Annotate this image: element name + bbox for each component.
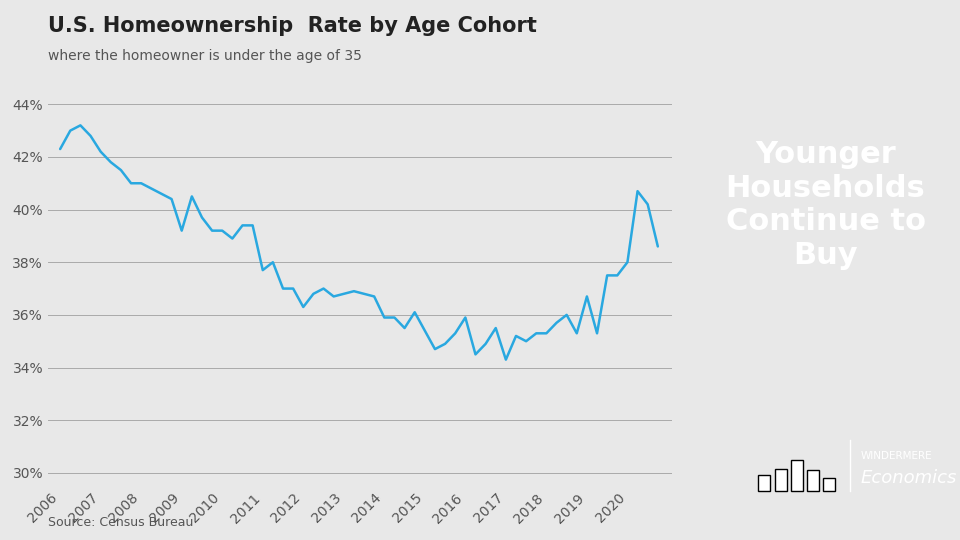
Text: U.S. Homeownership  Rate by Age Cohort: U.S. Homeownership Rate by Age Cohort (48, 16, 537, 36)
Text: WINDERMERE: WINDERMERE (860, 451, 932, 461)
FancyBboxPatch shape (758, 475, 771, 491)
FancyBboxPatch shape (775, 469, 786, 491)
Text: Source: Census Bureau: Source: Census Bureau (48, 516, 193, 529)
Text: Economics: Economics (860, 469, 957, 487)
FancyBboxPatch shape (823, 478, 835, 491)
FancyBboxPatch shape (791, 460, 803, 491)
Text: Younger
Households
Continue to
Buy: Younger Households Continue to Buy (726, 140, 925, 270)
Text: where the homeowner is under the age of 35: where the homeowner is under the age of … (48, 49, 362, 63)
FancyBboxPatch shape (806, 470, 819, 491)
